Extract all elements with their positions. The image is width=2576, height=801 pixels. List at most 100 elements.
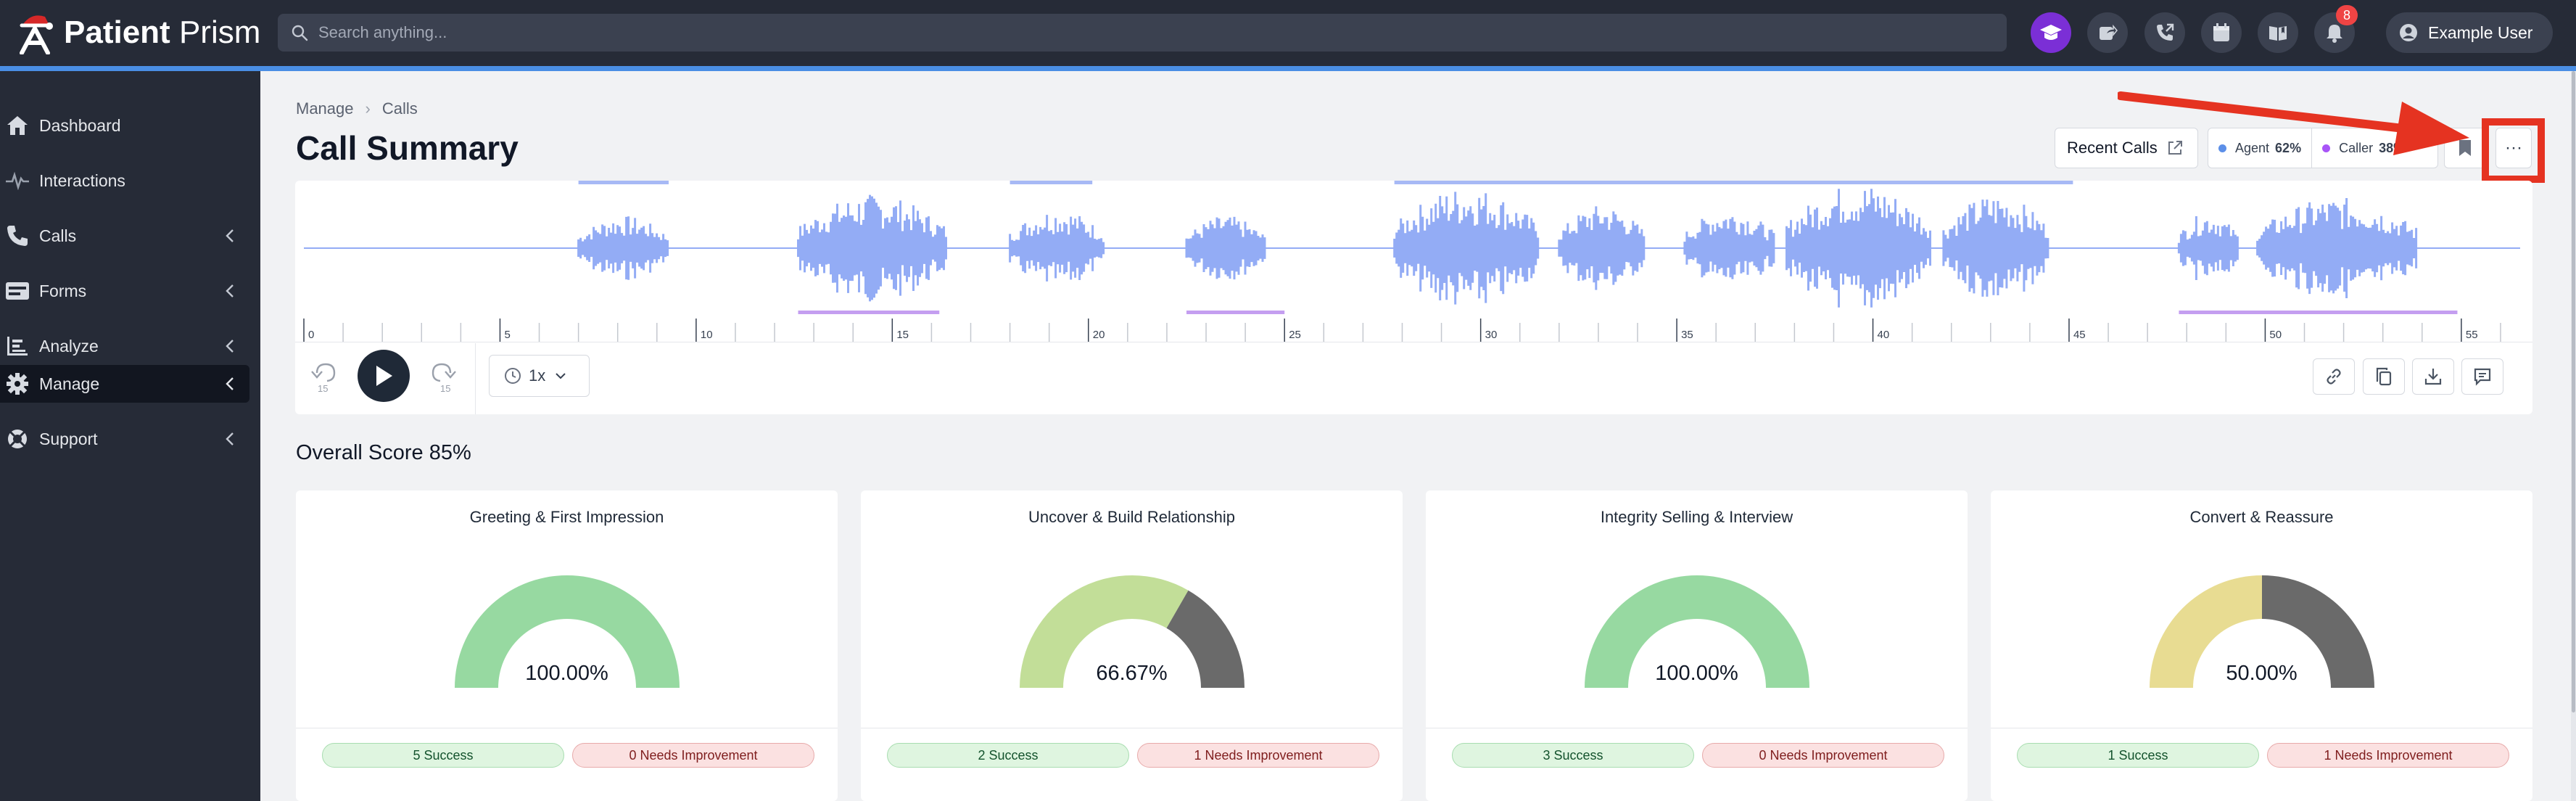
needs-improvement-badge[interactable]: 0 Needs Improvement — [1702, 743, 1944, 768]
timeline-label: 45 — [2073, 329, 2086, 341]
gauge-fill — [1585, 575, 1809, 688]
sidebar-item-interactions[interactable]: Interactions — [0, 162, 249, 200]
timeline-label: 40 — [1878, 329, 1890, 341]
agent-speaking-bar — [578, 181, 669, 184]
breadcrumb: Manage › Calls — [296, 99, 418, 118]
score-percent: 50.00% — [2226, 662, 2298, 685]
chevron-left-icon — [226, 432, 234, 445]
audio-player: 0 5 10 15 20 25 30 35 40 45 50 55 15 15 1x — [295, 181, 2532, 414]
download-button[interactable] — [2412, 358, 2454, 395]
guide-button[interactable] — [2258, 12, 2298, 53]
learning-button[interactable] — [2031, 12, 2071, 53]
notification-badge: 8 — [2336, 5, 2358, 25]
score-card: Integrity Selling & Interview 100.00% 3 … — [1426, 490, 1968, 801]
svg-text:15: 15 — [318, 383, 328, 393]
controls-separator — [475, 343, 476, 414]
waveform-segment — [1942, 200, 2049, 297]
waveform-segment — [2256, 198, 2418, 298]
search-bar[interactable] — [278, 14, 2007, 52]
waveform-segment — [1185, 216, 1266, 280]
timeline-label: 15 — [896, 329, 909, 341]
success-badge[interactable]: 5 Success — [322, 743, 564, 768]
sidebar-item-forms[interactable]: Forms — [0, 272, 249, 310]
waveform-segment — [1009, 215, 1105, 282]
overall-score: Overall Score 85% — [296, 441, 471, 464]
caller-dot — [2322, 144, 2331, 152]
recent-calls-button[interactable]: Recent Calls — [2055, 128, 2198, 168]
timeline-label: 50 — [2269, 329, 2282, 341]
success-badge[interactable]: 1 Success — [2017, 743, 2259, 768]
score-percent: 100.00% — [1655, 662, 1738, 685]
score-card-title: Convert & Reassure — [2189, 508, 2334, 526]
needs-improvement-badge[interactable]: 1 Needs Improvement — [1137, 743, 1379, 768]
comment-button[interactable] — [2461, 358, 2503, 395]
page-scrollbar-thumb[interactable] — [2572, 71, 2575, 712]
sidebar-item-support[interactable]: Support — [0, 420, 249, 458]
sidebar-item-label: Analyze — [39, 336, 99, 356]
waveform-segment — [1393, 192, 1540, 305]
graduation-cap-icon — [2040, 25, 2062, 40]
home-icon — [3, 111, 32, 140]
sidebar-item-label: Manage — [39, 374, 100, 393]
needs-improvement-badge[interactable]: 0 Needs Improvement — [572, 743, 814, 768]
copy-link-button[interactable] — [2313, 358, 2355, 395]
app-logo[interactable]: Patient Prism — [16, 9, 260, 57]
user-name: Example User — [2428, 22, 2533, 42]
book-icon — [2269, 26, 2287, 41]
legend-agent: Agent 62% — [2208, 141, 2311, 156]
waveform-segment — [577, 216, 669, 280]
user-avatar-icon — [2400, 24, 2417, 41]
waveform-segment — [797, 194, 947, 302]
score-card-title: Greeting & First Impression — [469, 508, 664, 526]
playback-speed-select[interactable]: 1x — [489, 355, 590, 397]
caller-label: Caller — [2339, 140, 2374, 155]
gauge-fill — [455, 575, 680, 688]
fast-forward-icon: 15 — [432, 363, 456, 393]
score-gauge — [1020, 575, 1244, 688]
sidebar-item-label: Forms — [39, 281, 87, 300]
gauge-remainder — [2262, 575, 2374, 688]
breadcrumb-link-manage[interactable]: Manage — [296, 99, 354, 118]
agent-dot — [2218, 144, 2226, 152]
needs-improvement-badge[interactable]: 1 Needs Improvement — [2267, 743, 2509, 768]
outbound-call-button[interactable] — [2144, 12, 2185, 53]
skip-forward-button[interactable]: 15 — [426, 358, 458, 393]
gauge-remainder — [1166, 590, 1244, 688]
skip-back-button[interactable]: 15 — [310, 358, 342, 393]
score-card: Greeting & First Impression 100.00% 5 Su… — [296, 490, 838, 801]
agent-percent: 62% — [2275, 140, 2302, 155]
bell-icon — [2327, 25, 2342, 43]
sidebar-item-manage[interactable]: Manage — [0, 365, 249, 403]
top-bar-accent — [0, 66, 2576, 71]
score-card: Uncover & Build Relationship 66.67% 2 Su… — [861, 490, 1403, 801]
score-card-title: Integrity Selling & Interview — [1600, 508, 1793, 526]
sidebar-item-label: Calls — [39, 226, 77, 245]
more-options-button[interactable]: ··· — [2496, 128, 2532, 168]
external-link-icon — [2168, 141, 2182, 155]
sidebar-item-dashboard[interactable]: Dashboard — [0, 107, 249, 144]
user-menu[interactable]: Example User — [2386, 12, 2553, 53]
timeline-label: 20 — [1093, 329, 1105, 341]
sidebar-item-calls[interactable]: Calls — [0, 217, 249, 255]
success-badge[interactable]: 2 Success — [887, 743, 1129, 768]
sidebar-item-analyze[interactable]: Analyze — [0, 327, 249, 365]
play-button[interactable] — [358, 350, 410, 402]
search-icon — [292, 25, 308, 41]
notifications-button[interactable]: 8 — [2314, 5, 2358, 53]
brand-name: Patient Prism — [64, 15, 261, 50]
calendar-button[interactable] — [2201, 12, 2242, 53]
breadcrumb-current: Calls — [381, 99, 418, 118]
phone-icon — [3, 221, 32, 250]
calendar-icon — [2213, 23, 2229, 41]
rewind-icon: 15 — [311, 363, 336, 393]
chevron-down-icon — [556, 373, 566, 379]
svg-text:15: 15 — [440, 383, 450, 393]
share-button[interactable] — [2087, 12, 2128, 53]
search-input[interactable] — [318, 23, 1914, 42]
waveform-segment — [1558, 206, 1646, 290]
copy-button[interactable] — [2363, 358, 2405, 395]
waveform-segment — [1683, 217, 1775, 279]
highlight-box — [2482, 118, 2545, 183]
waveform[interactable]: 0 5 10 15 20 25 30 35 40 45 50 55 — [295, 181, 2532, 342]
success-badge[interactable]: 3 Success — [1452, 743, 1694, 768]
